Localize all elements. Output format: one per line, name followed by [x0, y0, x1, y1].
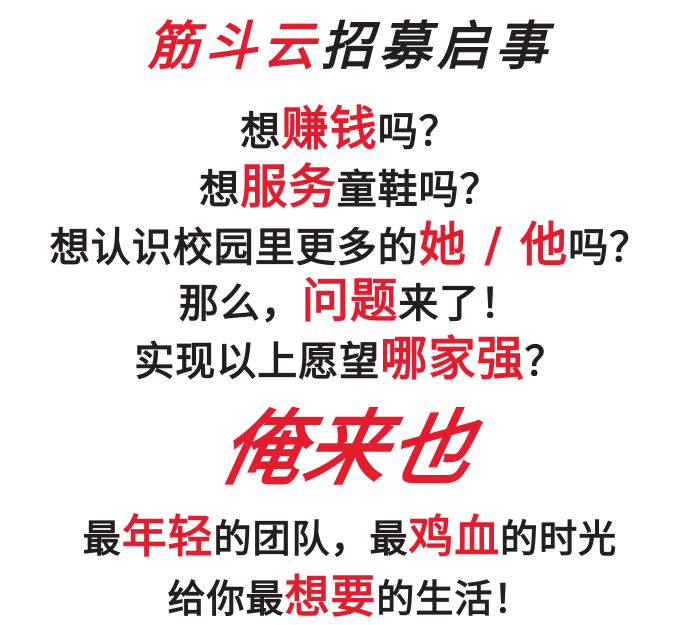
tagline-line-3: 想认识校园里更多的她 / 他吗？ — [0, 206, 700, 275]
line-highlight: 服务 — [240, 160, 337, 215]
line-text: 想 — [240, 109, 282, 155]
line-text: 给你最 — [167, 577, 285, 621]
line-text: 吗？ — [568, 225, 651, 271]
line-highlight: 赚钱 — [281, 102, 378, 157]
line-text: 实现以上愿望 — [134, 339, 381, 385]
closing-line-2: 给你最想要的生活！ — [0, 560, 700, 625]
tagline-line-1: 想赚钱吗？ — [0, 90, 700, 159]
line-highlight: 她 / 他 — [418, 218, 569, 273]
line-text: 来了！ — [398, 281, 522, 327]
line-text: 吗？ — [377, 109, 460, 155]
line-text: 童鞋吗？ — [336, 167, 501, 213]
line-highlight: 年轻 — [121, 510, 214, 563]
tagline-line-2: 想服务童鞋吗？ — [0, 148, 700, 217]
page-title: 筋斗云招募启事 — [0, 4, 700, 79]
title-brand: 筋斗云 — [146, 16, 321, 77]
line-text: 的团队，最 — [213, 517, 409, 561]
title-rest: 招募启事 — [321, 16, 554, 77]
line-text: 的时光 — [500, 517, 618, 561]
line-highlight: 想要 — [284, 570, 377, 623]
line-text: 的生活！ — [376, 577, 533, 621]
tagline-line-4: 那么，问题来了！ — [0, 262, 700, 331]
line-text: ？ — [524, 339, 566, 385]
line-highlight: 问题 — [301, 274, 399, 329]
line-text: 想认识校园里更多的 — [49, 225, 419, 271]
line-text: 想 — [199, 167, 241, 213]
slogan-banner: 俺来也 — [212, 402, 485, 497]
line-highlight: 鸡血 — [408, 510, 501, 563]
line-text: 最 — [82, 517, 122, 561]
tagline-line-5: 实现以上愿望哪家强？ — [0, 320, 700, 389]
line-highlight: 哪家强 — [380, 332, 525, 387]
line-text: 那么， — [178, 281, 302, 327]
closing-line-1: 最年轻的团队，最鸡血的时光 — [0, 500, 700, 565]
